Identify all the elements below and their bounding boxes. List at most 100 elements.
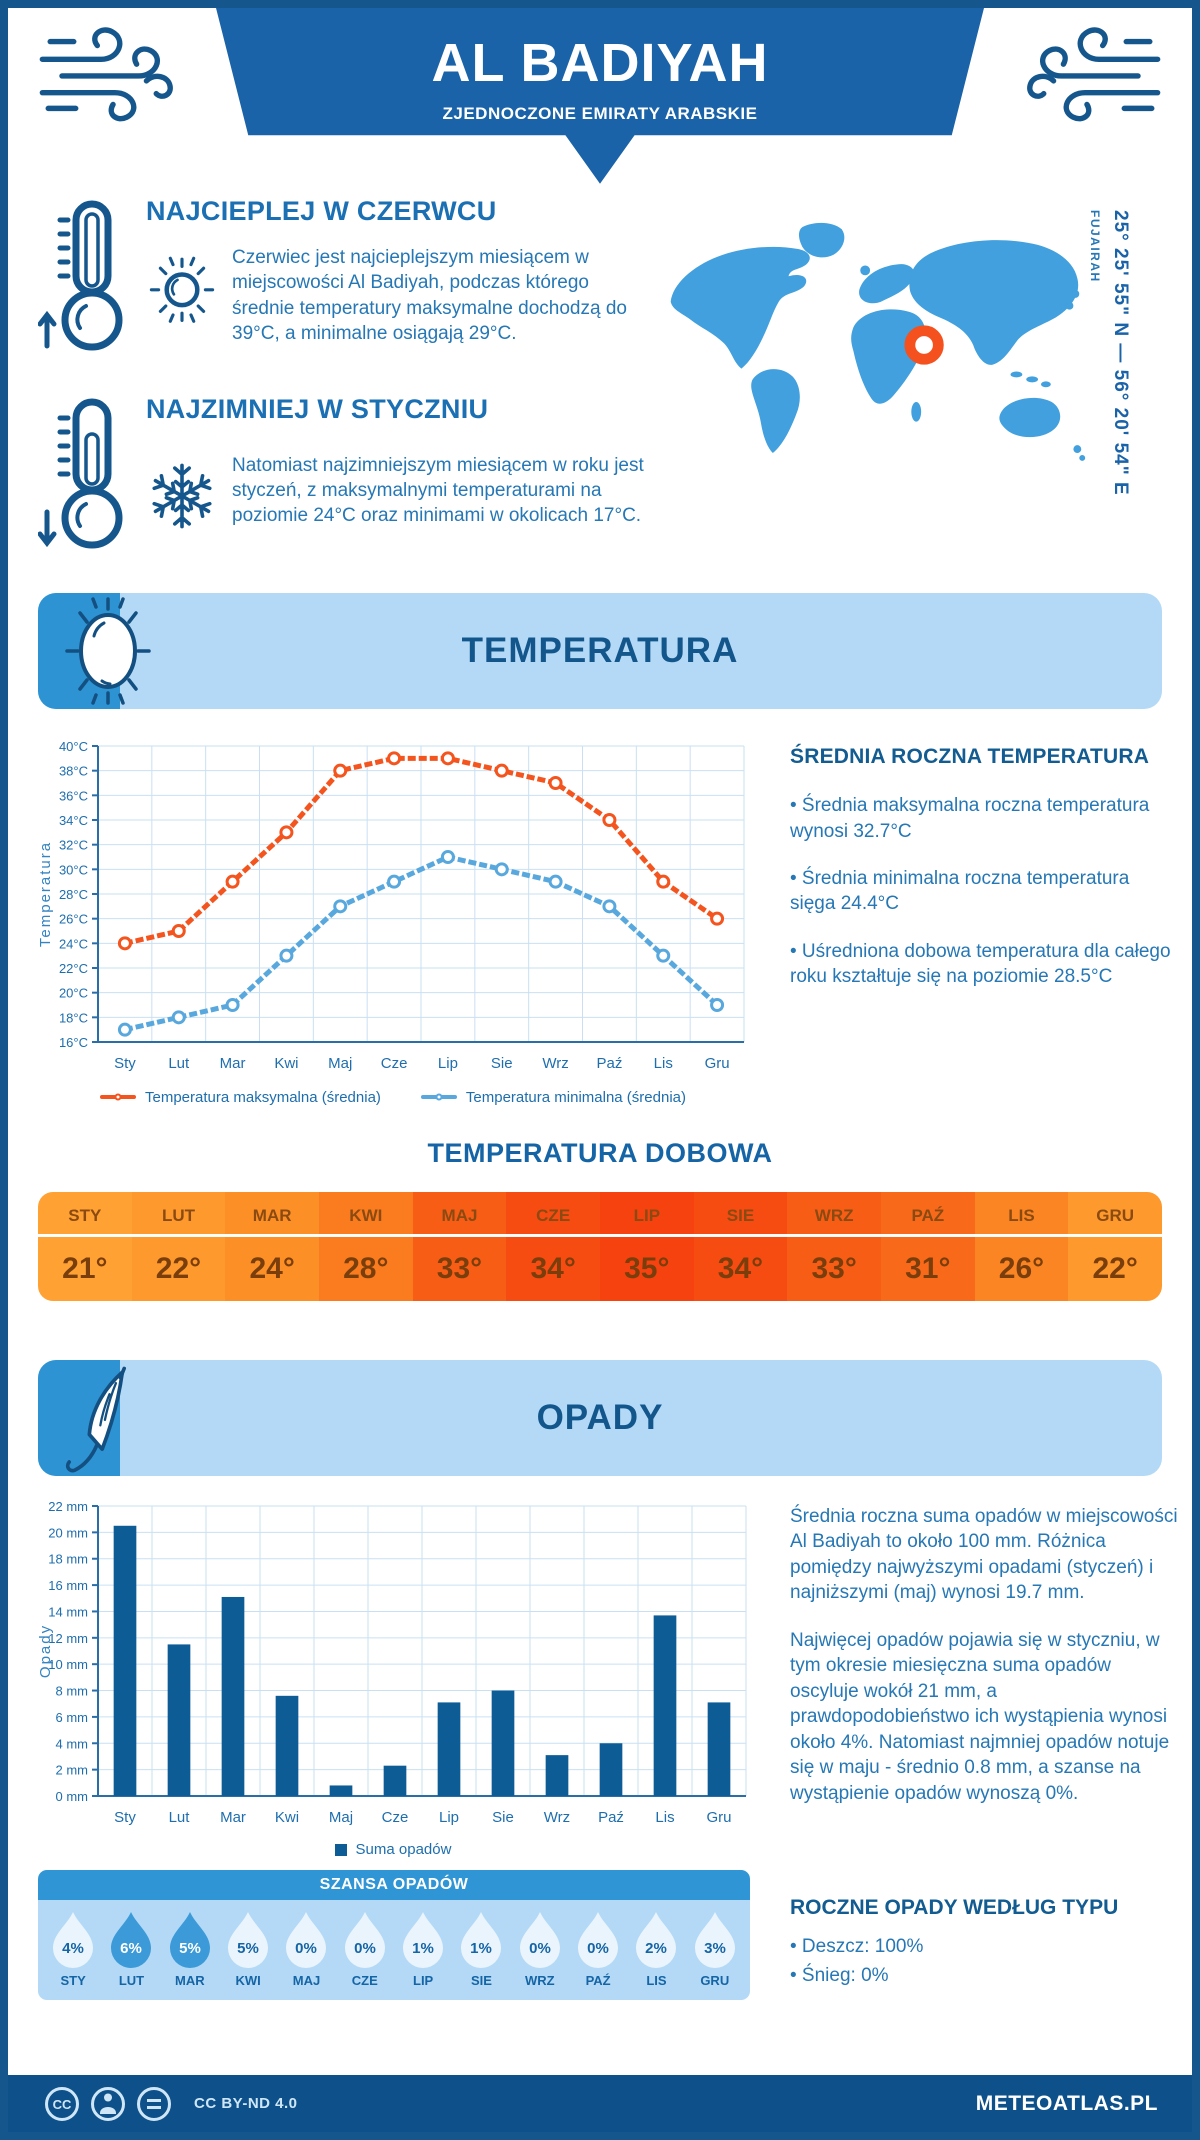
daily-temp-month: PAŹ <box>880 1192 975 1237</box>
precip-chance-month: KWI <box>235 1973 261 1988</box>
svg-text:5%: 5% <box>179 1940 201 1957</box>
warmest-month-block: NAJCIEPLEJ W CZERWCU Czerwiec jest najci… <box>38 196 653 356</box>
precip-chance-row: 4% STY 6% LUT 5% MAR 5% KWI 0% MAJ 0% CZE 1% LIP 1% SIE… <box>38 1900 750 2000</box>
daily-temp-cell: GRU 22° <box>1068 1192 1162 1301</box>
svg-text:0%: 0% <box>354 1940 376 1957</box>
precip-chance-month: WRZ <box>524 1973 555 1988</box>
daily-temp-cell: LIP 35° <box>599 1192 694 1301</box>
svg-text:Lip: Lip <box>438 1055 458 1072</box>
svg-text:Mar: Mar <box>220 1809 246 1826</box>
svg-text:16 mm: 16 mm <box>48 1578 88 1593</box>
svg-text:14 mm: 14 mm <box>48 1604 88 1619</box>
coldest-heading: NAJZIMNIEJ W STYCZNIU <box>146 394 489 424</box>
svg-text:24°C: 24°C <box>59 936 88 951</box>
svg-text:Cze: Cze <box>382 1809 409 1826</box>
precipitation-chart-legend: Suma opadów <box>36 1841 750 1861</box>
svg-text:6 mm: 6 mm <box>56 1710 89 1725</box>
svg-text:28°C: 28°C <box>59 887 88 902</box>
svg-text:32°C: 32°C <box>59 838 88 853</box>
raindrop-icon: 0% <box>519 1912 560 1968</box>
daily-temp-cell: PAŹ 31° <box>880 1192 975 1301</box>
temperature-summary-heading: ŚREDNIA ROCZNA TEMPERATURA <box>790 745 1150 768</box>
legend-swatch <box>420 1093 457 1101</box>
temperature-section-band: TEMPERATURA <box>38 593 1162 709</box>
coldest-text: Natomiast najzimniejszym miesiącem w rok… <box>232 454 644 527</box>
raindrop-icon: 6% <box>111 1912 152 1968</box>
daily-temp-month: SIE <box>693 1192 788 1237</box>
svg-text:Sty: Sty <box>114 1055 136 1072</box>
daily-temp-value: 33° <box>811 1252 857 1285</box>
precipitation-paragraph: Średnia roczna suma opadów w miejscowośc… <box>790 1506 1178 1604</box>
precip-chance-month: CZE <box>351 1973 378 1988</box>
temperature-summary: ŚREDNIA ROCZNA TEMPERATURA • Średnia mak… <box>790 743 1178 1012</box>
daily-temp-value: 22° <box>155 1252 202 1285</box>
sun-badge-icon <box>65 597 151 705</box>
svg-text:Temperatura: Temperatura <box>37 841 54 947</box>
precip-chance-item: 4% STY <box>46 1910 100 1988</box>
daily-temp-month: STY <box>38 1192 132 1237</box>
precipitation-bar-chart: 0 mm 2 mm 4 mm 6 mm 8 mm 10 mm 12 mm 14 mm 16 mm… <box>37 1499 747 1826</box>
precip-chance-item: 0% PAŹ <box>571 1910 625 1988</box>
snow-share: • Śnieg: 0% <box>790 1965 889 1987</box>
daily-temperature-title: TEMPERATURA DOBOWA <box>427 1138 773 1168</box>
svg-text:Opady: Opady <box>37 1624 54 1678</box>
svg-text:Paź: Paź <box>598 1809 624 1826</box>
svg-text:5%: 5% <box>237 1940 259 1957</box>
svg-text:8 mm: 8 mm <box>56 1684 89 1699</box>
precipitation-section-band: OPADY <box>38 1360 1162 1476</box>
svg-text:Lis: Lis <box>654 1055 673 1072</box>
svg-text:16°C: 16°C <box>59 1035 88 1050</box>
svg-text:0%: 0% <box>529 1940 551 1957</box>
header-banner: AL BADIYAH ZJEDNOCZONE EMIRATY ARABSKIE <box>216 8 984 184</box>
daily-temp-value: 31° <box>905 1252 951 1285</box>
rain-share: • Deszcz: 100% <box>790 1936 924 1957</box>
license-label: CC BY-ND 4.0 <box>194 2095 298 2112</box>
svg-text:38°C: 38°C <box>59 764 88 779</box>
legend-label: Temperatura maksymalna (średnia) <box>144 1088 381 1106</box>
precip-chance-month: MAR <box>175 1973 205 1988</box>
daily-temp-cell: MAR 24° <box>225 1192 319 1301</box>
annual-precip-type-heading: ROCZNE OPADY WEDŁUG TYPU <box>790 1896 1119 1919</box>
legend-label: Suma opadów <box>355 1841 452 1858</box>
precip-chance-item: 1% LIP <box>396 1910 450 1988</box>
svg-text:6%: 6% <box>121 1940 143 1957</box>
precip-chance-month: PAŹ <box>585 1973 611 1988</box>
svg-text:Sty: Sty <box>114 1809 136 1826</box>
svg-text:4 mm: 4 mm <box>56 1736 89 1751</box>
svg-text:Mar: Mar <box>220 1055 246 1072</box>
svg-text:Lis: Lis <box>655 1809 674 1826</box>
daily-temp-value: 33° <box>436 1252 483 1285</box>
legend-item: Suma opadów <box>334 1841 452 1858</box>
precip-chance-title: SZANSA OPADÓW <box>38 1870 750 1900</box>
svg-text:34°C: 34°C <box>59 813 88 828</box>
daily-temp-value: 26° <box>998 1252 1045 1285</box>
precip-chance-item: 5% MAR <box>163 1910 217 1988</box>
temperature-line-chart: 16°C 18°C 20°C 22°C 24°C 26°C 28°C 30°C 32°C 34°C… <box>37 739 745 1072</box>
svg-text:Cze: Cze <box>381 1055 408 1072</box>
temperature-bullet: • Uśredniona dobowa temperatura dla całe… <box>790 940 1171 988</box>
svg-text:22°C: 22°C <box>59 961 88 976</box>
svg-text:26°C: 26°C <box>59 912 88 927</box>
precip-chance-month: STY <box>60 1973 86 1988</box>
svg-text:Sie: Sie <box>491 1055 513 1072</box>
svg-text:2%: 2% <box>646 1940 668 1957</box>
annual-precip-type-block: ROCZNE OPADY WEDŁUG TYPU • Deszcz: 100% … <box>790 1896 1178 1991</box>
svg-text:36°C: 36°C <box>59 788 88 803</box>
location-map-block: FUJAIRAH 25° 25' 55" N — 56° 20' 54" E <box>653 198 1131 498</box>
svg-text:0%: 0% <box>587 1940 609 1957</box>
daily-temp-cell: MAJ 33° <box>412 1192 507 1301</box>
precip-chance-item: 0% CZE <box>338 1910 392 1988</box>
svg-text:3%: 3% <box>704 1940 726 1957</box>
svg-text:Kwi: Kwi <box>274 1055 298 1072</box>
svg-text:10 mm: 10 mm <box>48 1657 88 1672</box>
precip-chance-month: MAJ <box>292 1973 321 1988</box>
svg-text:Maj: Maj <box>329 1809 353 1826</box>
temperature-chart-legend: Temperatura maksymalna (średnia) Temperat… <box>36 1086 750 1106</box>
daily-temp-month: CZE <box>506 1192 600 1237</box>
svg-text:Wrz: Wrz <box>542 1055 568 1072</box>
legend-swatch <box>99 1093 136 1101</box>
precip-chance-item: 1% SIE <box>454 1910 508 1988</box>
svg-text:Maj: Maj <box>328 1055 352 1072</box>
svg-text:22 mm: 22 mm <box>48 1499 88 1514</box>
